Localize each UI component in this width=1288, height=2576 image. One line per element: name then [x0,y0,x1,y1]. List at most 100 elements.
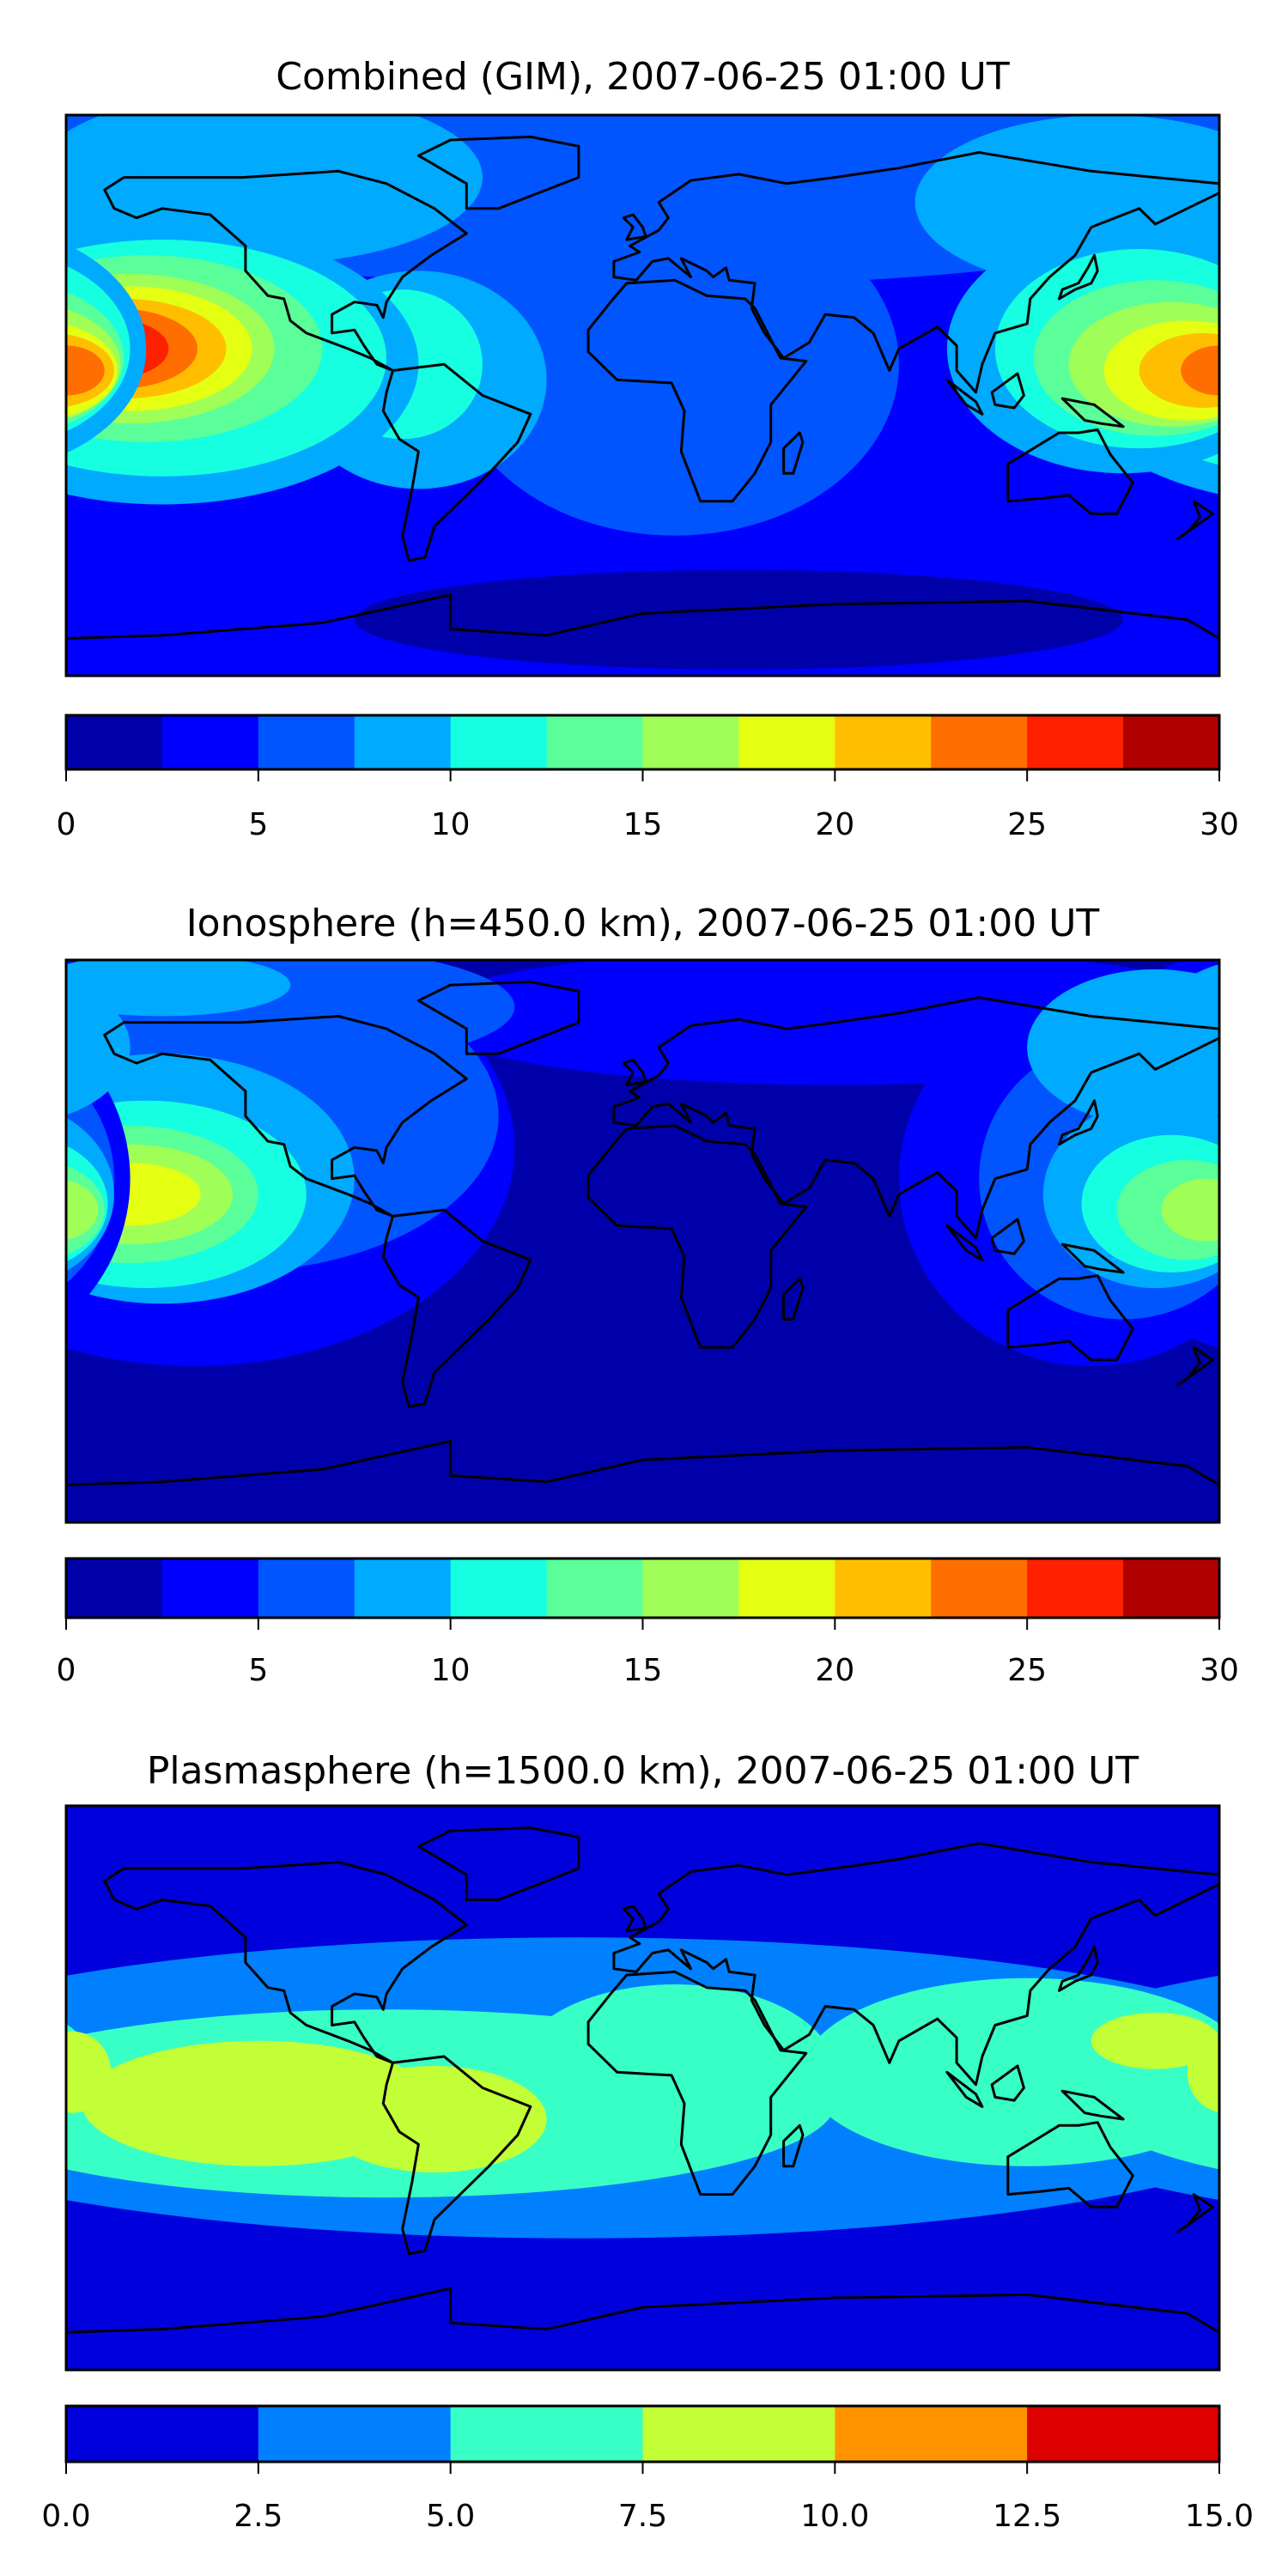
map-frame [64,113,1221,677]
contour-region [66,1180,99,1240]
colorbar-segment [642,2406,835,2462]
contour-region [514,1984,835,2160]
coastline-south-america [381,362,532,562]
coastline-madagascar [782,2123,805,2168]
map-frame [64,1804,1221,2372]
colorbar-segment [66,1558,163,1618]
coastline-japan [1058,1945,1099,1992]
coastline-greenland [416,981,580,1055]
coastline-sumatra [945,2070,984,2108]
colorbar-segment [1027,2406,1220,2462]
contour-region [1091,2012,1219,2069]
contour-region [322,2065,547,2173]
colorbar-segment [931,1558,1028,1618]
coastline-antarctica [66,2287,1219,2334]
contour-region [66,2031,112,2113]
colorbar-segment [258,1558,355,1618]
colorbar-segment [1027,715,1124,769]
colorbar-1: 0 5 10 15 20 25 30 [57,1557,1239,1688]
colorbar-tick-label: 5.0 [426,2499,475,2534]
colorbar-segment [1123,1558,1220,1618]
coastline-great-britain [622,1058,647,1087]
colorbar-tick-label: 10 [431,1653,471,1688]
colorbar-tick-label: 7.5 [618,2499,667,2534]
colorbar-segment [161,715,259,769]
coastline-madagascar [782,431,805,475]
colorbar-tick-label: 0 [57,1653,76,1688]
contour-region [1181,345,1219,396]
contour-region [450,192,899,536]
colorbar-segment [738,1558,835,1618]
coastline-sumatra [945,378,984,416]
coastline-borneo [990,2064,1025,2102]
colorbar-segment [258,2406,452,2462]
colorbar-segment [835,1558,932,1618]
map-panel-1 [64,958,1221,1524]
contour-region [66,980,131,1115]
coastline-australia [1006,1274,1134,1362]
colorbar-tick-label: 20 [815,807,854,842]
colorbar-segment [738,715,835,769]
coastline-new-zealand [1176,1346,1214,1387]
map-panel-0 [64,113,1221,677]
colorbar-tick-label: 0.0 [41,2499,90,2534]
map-panel-2 [0,1804,1221,2372]
coastline-australia [1006,2121,1134,2208]
coastline-eurasia [612,996,1219,1240]
colorbar-segment [1027,1558,1124,1618]
colorbar-segment [258,715,355,769]
contour-region [354,569,1124,670]
map-frame [64,958,1221,1524]
contour-region [66,345,105,396]
colorbar-segment [546,715,643,769]
colorbar-segment [642,1558,739,1618]
colorbar-segment [66,715,163,769]
coastline-great-britain [622,213,647,241]
coastline-africa [586,1124,808,1349]
coastline-madagascar [782,1277,805,1321]
colorbar-segment [161,1558,259,1618]
contour-region [1161,1178,1219,1242]
colorbar-tick-label: 20 [815,1653,854,1688]
colorbar-segment [835,2406,1028,2462]
coastline-eurasia [612,1842,1219,2087]
colorbar-segment [354,715,452,769]
coastline-africa [586,1970,808,2196]
colorbar-segment [450,1558,548,1618]
colorbar-0: 0 5 10 15 20 25 30 [57,714,1239,842]
colorbar-tick-label: 15.0 [1185,2499,1254,2534]
contour-region [66,960,291,1017]
coastline-new-zealand [1176,2193,1214,2233]
ionosphere-map-title: Ionosphere (h=450.0 km), 2007-06-25 01:0… [185,902,1100,945]
combined-map-title: Combined (GIM), 2007-06-25 01:00 UT [276,55,1010,99]
colorbar-segment [1123,715,1220,769]
colorbar-tick-label: 30 [1200,807,1239,842]
colorbar-tick-label: 30 [1200,1653,1239,1688]
contour-region [1212,1181,1219,1208]
colorbar-segment [354,1558,452,1618]
coastline-australia [1006,428,1134,515]
coastline-japan [1058,253,1099,301]
coastline-greenland [416,135,580,210]
coastline-africa [586,278,808,503]
colorbar-tick-label: 5 [248,1653,268,1688]
coastline-antarctica [66,1439,1219,1486]
coastline-greenland [416,1826,580,1901]
coastline-new-zealand [1176,500,1214,540]
contour-region [0,2013,66,2069]
coastline-new-guinea [1060,2089,1125,2121]
colorbar-segment [931,715,1028,769]
colorbar-segment [642,715,739,769]
colorbar-tick-label: 15 [623,807,663,842]
coastline-south-america [381,1208,532,1408]
colorbar-2: 0.0 2.5 5.0 7.5 10.0 12.5 15.0 [41,2404,1254,2534]
coastline-south-america [381,2055,532,2256]
colorbar-tick-label: 0 [57,807,76,842]
coastline-new-guinea [1060,397,1125,428]
coastline-great-britain [622,1905,647,1933]
colorbar-tick-label: 25 [1007,807,1047,842]
colorbar-tick-label: 2.5 [234,2499,283,2534]
coastline-north-america [103,1861,468,2064]
coastline-eurasia [612,151,1219,394]
